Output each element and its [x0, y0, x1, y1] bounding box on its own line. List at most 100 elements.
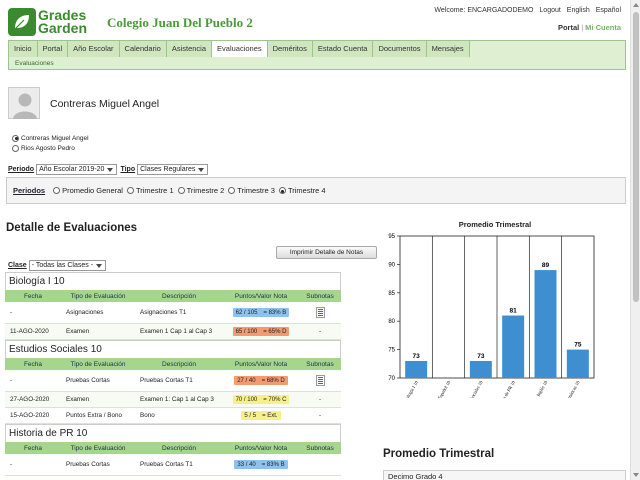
- cell-tipo: Asignaciones: [66, 309, 104, 316]
- periodo-label: Periodo: [8, 166, 35, 173]
- tab-portal[interactable]: Portal: [37, 41, 69, 57]
- grade-points: 65 / 100: [235, 328, 258, 335]
- cell-subnotas: -: [299, 392, 341, 407]
- scrollbar-thumb[interactable]: [633, 12, 639, 302]
- column-header: Tipo de Evaluación: [70, 292, 126, 300]
- cell-tipo: Examen: [66, 328, 90, 335]
- period-radio[interactable]: [126, 187, 134, 194]
- cell-tipo: Puntos Extra / Bono: [66, 412, 123, 419]
- student-radio[interactable]: [12, 134, 19, 142]
- subnotas-value: -: [318, 396, 322, 403]
- period-option-label: Trimestre 3: [237, 186, 275, 195]
- page-scrollbar[interactable]: [630, 0, 640, 480]
- portal-link[interactable]: Portal: [557, 23, 580, 32]
- espanol-link[interactable]: Español: [595, 7, 621, 14]
- grades-garden-logo[interactable]: Grades Garden: [8, 8, 98, 36]
- english-link[interactable]: English: [566, 7, 590, 14]
- tab-documentos[interactable]: Documentos: [373, 41, 427, 57]
- table-row: - Pruebas Cortas Pruebas Cortas T1 27 / 40 =…: [5, 370, 341, 392]
- tab-mensajes[interactable]: Mensajes: [426, 41, 470, 57]
- grade-points: 27 / 40: [237, 377, 256, 384]
- filters-bar: Periodo Año Escolar 2019-20 Tipo Clases …: [8, 164, 211, 175]
- x-tick-label: Estudios Sociales 10: [460, 379, 484, 398]
- grade-points: 70 / 100: [235, 396, 258, 403]
- tab-dem-ritos[interactable]: Deméritos: [267, 41, 313, 57]
- period-option[interactable]: Trimestre 2: [177, 186, 224, 195]
- table-header: Fecha Tipo de Evaluación Descripción Puntos…: [5, 290, 341, 302]
- period-radio[interactable]: [177, 187, 185, 194]
- tab-asistencia[interactable]: Asistencia: [166, 41, 213, 57]
- grade-note: = 68% D: [261, 377, 285, 384]
- x-tick-label: Inglés 10: [536, 379, 549, 397]
- scroll-down-arrow-icon[interactable]: [633, 473, 639, 477]
- cell-fecha: -: [10, 309, 13, 316]
- grade-badge: 27 / 40 = 68% D: [234, 376, 288, 385]
- bar: [534, 270, 557, 378]
- mi-cuenta-link[interactable]: Mi Cuenta: [585, 23, 621, 32]
- period-radio[interactable]: [228, 187, 236, 194]
- cell-puntos: 33 / 40 = 83% B: [223, 454, 299, 475]
- cell-tipo: Pruebas Cortas: [66, 377, 110, 384]
- cell-descripcion: Examen 1: Cap 1 al Cap 3: [140, 396, 214, 403]
- course-title: Biología I 10: [5, 272, 341, 290]
- column-header: Fecha: [23, 292, 43, 300]
- y-tick-label: 75: [388, 348, 395, 354]
- period-option[interactable]: Trimestre 4: [278, 186, 326, 195]
- cell-puntos: 62 / 105 = 83% B: [223, 302, 299, 323]
- period-option[interactable]: Trimestre 1: [126, 186, 174, 195]
- x-tick-label: Biología I 10: [403, 379, 420, 398]
- column-header: Subnotas: [306, 292, 334, 300]
- grades-table: Biología I 10 Fecha Tipo de Evaluación Desc…: [5, 272, 341, 476]
- table-row: 15-AGO-2020 Puntos Extra / Bono Bono 5 / 5 =…: [5, 408, 341, 424]
- cell-descripcion: Pruebas Cortas T1: [140, 461, 193, 468]
- tab-inicio[interactable]: Inicio: [9, 41, 38, 57]
- scroll-up-arrow-icon[interactable]: [633, 3, 639, 7]
- periodo-select[interactable]: Año Escolar 2019-20: [36, 164, 118, 175]
- tab-a-o-escolar[interactable]: Año Escolar: [68, 41, 120, 57]
- column-header: Descripción: [162, 360, 196, 368]
- student-name: Contreras Miguel Angel: [50, 98, 160, 110]
- table-row: - Pruebas Cortas Pruebas Cortas T1 33 / 40 =…: [5, 454, 341, 476]
- print-details-button[interactable]: Imprimir Detalle de Notas: [276, 246, 377, 259]
- clase-select[interactable]: - Todas las Clases -: [28, 260, 107, 271]
- tipo-label: Tipo: [120, 166, 136, 173]
- period-option[interactable]: Trimestre 3: [228, 186, 275, 195]
- cell-subnotas[interactable]: [299, 302, 341, 323]
- grade-note: = 70% C: [263, 396, 287, 403]
- subnotas-document-icon[interactable]: [315, 307, 325, 318]
- subnotas-value: -: [318, 328, 322, 335]
- bar-value-label: 81: [510, 308, 518, 315]
- periods-bar: Periodos Promedio General Trimestre 1 Trim…: [6, 177, 626, 204]
- grade-note: = 83% B: [261, 461, 285, 468]
- bar: [405, 360, 428, 378]
- average-first-row: Decimo Grado 4: [383, 470, 626, 480]
- period-radio[interactable]: [278, 187, 286, 194]
- subnotas-document-icon[interactable]: [315, 375, 325, 386]
- y-tick-label: 95: [388, 234, 395, 240]
- clase-label: Clase: [8, 262, 27, 269]
- cell-subnotas[interactable]: [299, 370, 341, 391]
- subnav-evaluaciones[interactable]: Evaluaciones: [15, 60, 54, 67]
- period-radio[interactable]: [53, 187, 61, 194]
- y-tick-label: 90: [388, 262, 395, 268]
- bar: [469, 360, 492, 378]
- tab-estado-cuenta[interactable]: Estado Cuenta: [312, 41, 374, 57]
- table-header: Fecha Tipo de Evaluación Descripción Puntos…: [5, 358, 341, 370]
- average-bar-chart: 70 75 80 85 90 95 73 Biología I 10 Español 10 73 E…: [388, 234, 595, 398]
- student-option[interactable]: Contreras Miguel Angel: [12, 133, 89, 143]
- tipo-select[interactable]: Clases Regulares: [137, 164, 209, 175]
- period-option[interactable]: Promedio General: [53, 186, 123, 195]
- cell-subnotas: -: [299, 324, 341, 339]
- grade-badge: 33 / 40 = 83% B: [234, 460, 288, 469]
- tab-evaluaciones[interactable]: Evaluaciones: [212, 41, 268, 57]
- column-header: Fecha: [23, 360, 43, 368]
- student-radio[interactable]: [12, 144, 19, 152]
- table-row: 11-AGO-2020 Examen Examen 1 Cap 1 al Cap 3…: [5, 324, 341, 340]
- cell-descripcion: Pruebas Cortas T1: [140, 377, 193, 384]
- student-option[interactable]: Rios Agosto Pedro: [12, 143, 89, 153]
- logout-link[interactable]: Logout: [539, 7, 561, 14]
- tab-calendario[interactable]: Calendario: [119, 41, 167, 57]
- cell-fecha: 27-AGO-2020: [10, 396, 50, 403]
- logo-text-grades: Grades: [38, 7, 87, 23]
